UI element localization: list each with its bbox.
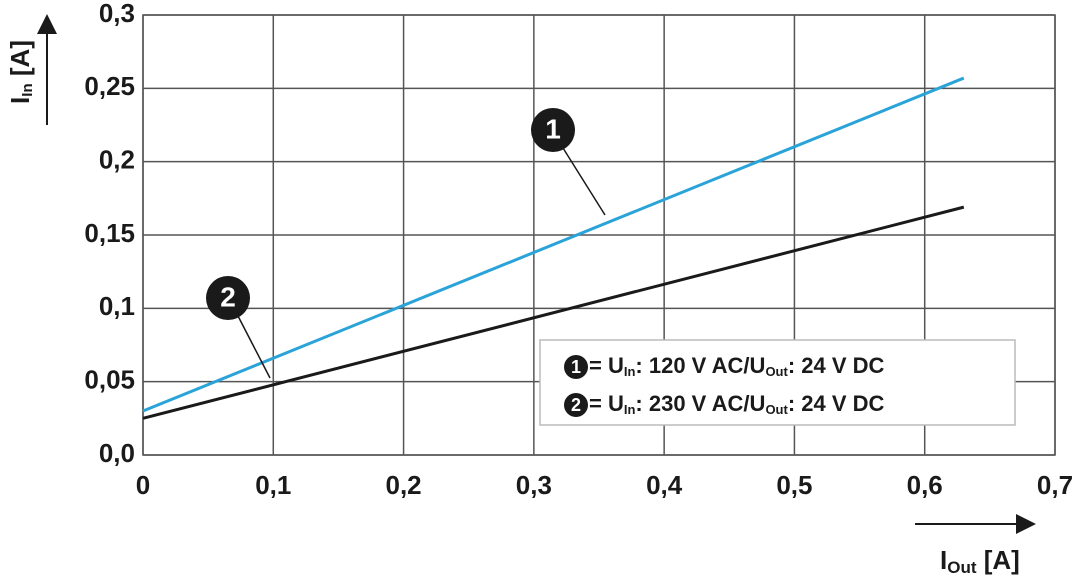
legend-box — [539, 339, 1016, 426]
y-tick-label: 0,1 — [99, 291, 135, 321]
legend-entry: = UIn: 120 V AC/UOut: 24 V DC — [589, 353, 885, 380]
y-tick-label: 0,05 — [84, 365, 135, 395]
x-tick-label: 0,4 — [646, 470, 683, 500]
x-axis-label: IOut [A] — [940, 545, 1020, 578]
y-tick-label: 0,15 — [84, 218, 135, 248]
data-line — [142, 76, 965, 413]
legend-text: : 120 V AC/U — [635, 353, 765, 378]
x-tick-label: 0,6 — [907, 470, 943, 500]
x-tick-label: 0,2 — [385, 470, 421, 500]
y-axis-label: IIn [A] — [5, 40, 36, 104]
y-tick-label: 0,2 — [99, 145, 135, 175]
callout-badge — [564, 393, 588, 417]
legend-text: Out — [765, 402, 788, 417]
legend-text: = U — [589, 391, 624, 416]
x-tick-label: 0,1 — [255, 470, 291, 500]
x-tick-label: 0,5 — [776, 470, 812, 500]
callout-number: 1 — [545, 113, 561, 144]
callout-number: 2 — [571, 395, 581, 415]
legend-text: Out — [765, 364, 788, 379]
legend-text: : 24 V DC — [788, 391, 885, 416]
x-tick-label: 0,3 — [516, 470, 552, 500]
callout-badge — [531, 108, 575, 152]
legend-text: In — [624, 364, 636, 379]
callout-number: 1 — [571, 357, 581, 377]
legend-entry: = UIn: 230 V AC/UOut: 24 V DC — [589, 391, 885, 418]
data-line — [142, 205, 965, 420]
legend-text: In — [624, 402, 636, 417]
callout-badge — [564, 355, 588, 379]
legend-text: : 230 V AC/U — [635, 391, 765, 416]
callout-number: 2 — [220, 281, 236, 312]
callout-leader — [237, 315, 271, 379]
x-tick-label: 0 — [136, 470, 150, 500]
y-tick-label: 0,25 — [84, 71, 135, 101]
y-tick-label: 0,3 — [99, 0, 135, 28]
callout-badge — [206, 276, 250, 320]
x-tick-label: 0,7 — [1037, 470, 1073, 500]
legend-text: = U — [589, 353, 624, 378]
legend-text: : 24 V DC — [788, 353, 885, 378]
y-tick-label: 0,0 — [99, 438, 135, 468]
callout-leader — [562, 147, 606, 216]
